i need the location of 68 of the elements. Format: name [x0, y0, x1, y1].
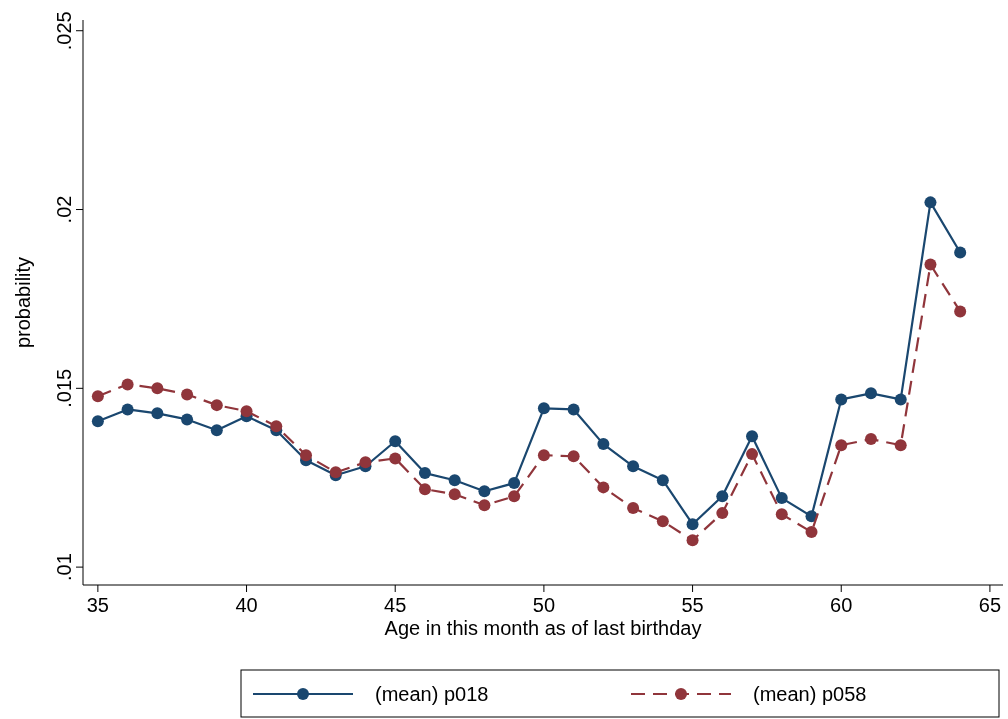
point [121, 378, 134, 391]
x-tick-label: 35 [86, 594, 109, 616]
point [448, 488, 461, 501]
point [686, 518, 699, 531]
y-tick-label: .02 [53, 195, 75, 224]
legend-label: (mean) p058 [753, 683, 867, 705]
point [181, 413, 194, 426]
point [508, 490, 521, 503]
point [835, 439, 848, 452]
point [270, 420, 283, 433]
x-tick-label: 45 [384, 594, 407, 616]
point [627, 502, 640, 515]
point [835, 393, 848, 406]
point [894, 393, 907, 406]
point [508, 477, 521, 490]
point [656, 515, 669, 528]
point [91, 390, 104, 403]
point [924, 258, 937, 271]
x-axis-title: Age in this month as of last birthday [384, 617, 702, 639]
point [478, 485, 491, 498]
point [418, 467, 431, 480]
point [151, 407, 164, 420]
point [537, 449, 550, 462]
point [627, 460, 640, 473]
y-tick-label: .01 [53, 553, 75, 582]
point [121, 403, 134, 416]
point [597, 481, 610, 494]
x-tick-label: 65 [978, 594, 1002, 616]
point [805, 526, 818, 539]
y-tick-label: .015 [53, 368, 75, 408]
point [448, 474, 461, 487]
point [567, 403, 580, 416]
point [746, 430, 759, 443]
x-tick-label: 55 [681, 594, 704, 616]
point [894, 439, 907, 452]
point [418, 483, 431, 496]
point [359, 456, 372, 469]
point [478, 499, 491, 512]
point [537, 402, 550, 415]
point [924, 196, 937, 209]
point [151, 382, 164, 395]
point [746, 448, 759, 461]
point [716, 490, 729, 503]
point [954, 246, 967, 259]
point [656, 474, 669, 487]
point [389, 435, 402, 448]
point [686, 534, 699, 547]
point [389, 452, 402, 465]
point [567, 450, 580, 463]
x-tick-label: 60 [830, 594, 853, 616]
point [300, 449, 313, 462]
point [181, 388, 194, 401]
point [91, 415, 104, 428]
point [210, 424, 223, 437]
point [775, 508, 788, 521]
y-axis-title: probability [12, 256, 34, 349]
point [775, 492, 788, 505]
point [210, 399, 223, 412]
x-tick-label: 40 [235, 594, 258, 616]
point [864, 433, 877, 446]
point [597, 438, 610, 451]
point [240, 405, 253, 418]
point [954, 305, 967, 318]
point [716, 507, 729, 520]
point [864, 387, 877, 400]
legend-label: (mean) p018 [375, 683, 489, 705]
x-tick-label: 50 [532, 594, 556, 616]
y-tick-label: .025 [53, 11, 75, 51]
